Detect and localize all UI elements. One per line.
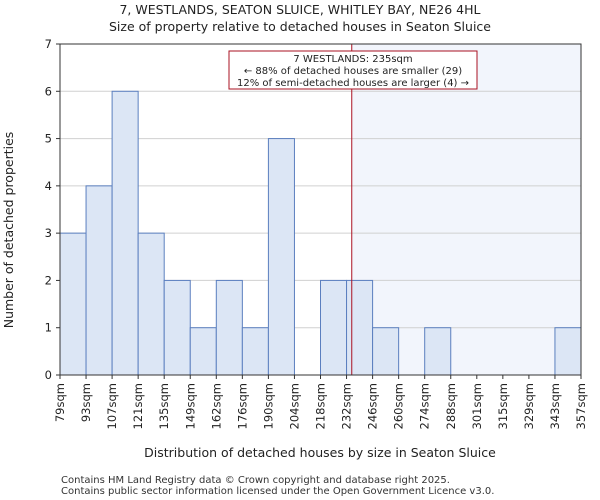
- bar-274sqm: [424, 327, 452, 376]
- bar-190sqm: [267, 138, 295, 376]
- x-tick-label: 260sqm: [392, 383, 406, 429]
- bar-343sqm: [554, 327, 582, 376]
- chart-title: 7, WESTLANDS, SEATON SLUICE, WHITLEY BAY…: [119, 2, 480, 17]
- annotation-line-3: 12% of semi-detached houses are larger (…: [237, 78, 469, 89]
- y-tick-label: 3: [45, 226, 52, 240]
- y-tick-label: 7: [45, 37, 52, 51]
- x-tick-label: 218sqm: [314, 383, 328, 429]
- x-axis-label: Distribution of detached houses by size …: [144, 445, 496, 460]
- x-tick-label: 190sqm: [261, 383, 275, 429]
- x-tick-label: 93sqm: [79, 383, 93, 422]
- annotation-box: 7 WESTLANDS: 235sqm ← 88% of detached ho…: [228, 50, 478, 90]
- x-tick-label: 301sqm: [470, 383, 484, 429]
- bar-162sqm: [215, 279, 243, 376]
- y-tick-label: 2: [45, 273, 52, 287]
- x-tick-label: 135sqm: [157, 383, 171, 429]
- annotation-line-1: 7 WESTLANDS: 235sqm: [293, 54, 412, 65]
- x-tick-label: 149sqm: [183, 383, 197, 429]
- y-tick-label: 4: [45, 179, 52, 193]
- bar-121sqm: [137, 232, 165, 376]
- y-tick-label: 5: [45, 132, 52, 146]
- x-tick-label: 357sqm: [574, 383, 588, 429]
- x-tick-label: 79sqm: [53, 383, 67, 422]
- footer-line-1: Contains HM Land Registry data © Crown c…: [61, 475, 450, 486]
- bar-176sqm: [241, 327, 269, 376]
- bar-232sqm: [346, 279, 374, 376]
- x-tick-label: 204sqm: [287, 383, 301, 429]
- x-tick-label: 162sqm: [209, 383, 223, 429]
- bar-93sqm: [85, 185, 113, 376]
- bar-135sqm: [163, 279, 191, 376]
- y-tick-label: 6: [45, 84, 52, 98]
- chart-subtitle: Size of property relative to detached ho…: [109, 19, 491, 34]
- x-tick-label: 288sqm: [444, 383, 458, 429]
- x-tick-label: 343sqm: [548, 383, 562, 429]
- x-tick-label: 232sqm: [340, 383, 354, 429]
- bar-218sqm: [320, 279, 348, 376]
- bar-246sqm: [372, 327, 400, 376]
- x-tick-label: 315sqm: [496, 383, 510, 429]
- y-tick-label: 1: [45, 321, 52, 335]
- x-tick-label: 246sqm: [366, 383, 380, 429]
- y-tick-label: 0: [45, 368, 52, 382]
- annotation-line-2: ← 88% of detached houses are smaller (29…: [244, 66, 462, 77]
- bar-79sqm: [59, 232, 87, 376]
- x-tick-label: 274sqm: [418, 383, 432, 429]
- annotation-frame: [228, 50, 478, 90]
- x-tick-label: 176sqm: [235, 383, 249, 429]
- bar-149sqm: [189, 327, 217, 376]
- x-tick-label: 329sqm: [522, 383, 536, 429]
- bar-107sqm: [111, 90, 139, 376]
- x-tick-label: 121sqm: [131, 383, 145, 429]
- highlight-region: [351, 44, 581, 375]
- y-axis-label: Number of detached properties: [1, 132, 16, 329]
- footer-line-2: Contains public sector information licen…: [61, 486, 494, 497]
- x-tick-label: 107sqm: [105, 383, 119, 429]
